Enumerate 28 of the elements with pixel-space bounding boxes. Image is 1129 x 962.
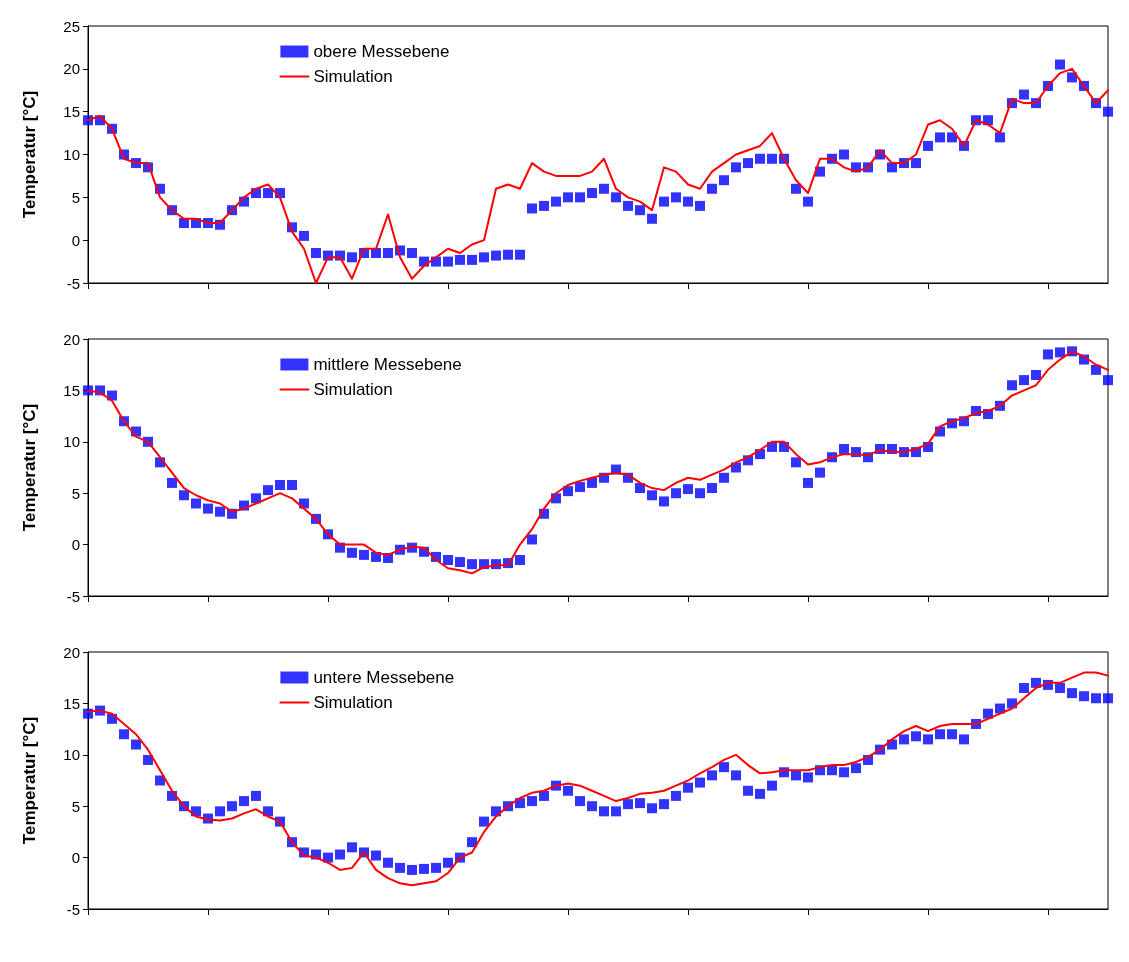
y-tick-label: -5 (66, 587, 80, 605)
y-tick-label: -5 (66, 274, 80, 292)
y-tick-label: 10 (63, 433, 80, 451)
y-tick-label: 0 (71, 231, 80, 249)
legend-label: mittlere Messebene (313, 355, 462, 374)
legend-label: Simulation (313, 67, 393, 86)
y-tick-label: -5 (66, 900, 80, 918)
legend-label: Simulation (313, 693, 393, 712)
y-tick-label: 15 (63, 103, 80, 121)
y-tick-label: 15 (63, 381, 80, 399)
y-tick-label: 5 (71, 797, 80, 815)
y-axis-title: Temperatur [°C] (20, 90, 39, 219)
y-tick-label: 0 (71, 849, 80, 867)
y-tick-label: 20 (63, 330, 80, 348)
legend-label: untere Messebene (313, 668, 455, 687)
y-tick-label: 15 (63, 694, 80, 712)
y-tick-label: 5 (71, 484, 80, 502)
y-tick-label: 5 (71, 188, 80, 206)
legend-label: obere Messebene (313, 42, 450, 61)
y-tick-label: 10 (63, 746, 80, 764)
y-axis-title: Temperatur [°C] (20, 716, 39, 845)
y-tick-label: 25 (63, 17, 80, 35)
y-tick-label: 0 (71, 536, 80, 554)
y-tick-label: 20 (63, 60, 80, 78)
y-tick-label: 20 (63, 643, 80, 661)
legend-label: Simulation (313, 380, 393, 399)
y-tick-label: 10 (63, 146, 80, 163)
y-axis-title: Temperatur [°C] (20, 403, 39, 532)
